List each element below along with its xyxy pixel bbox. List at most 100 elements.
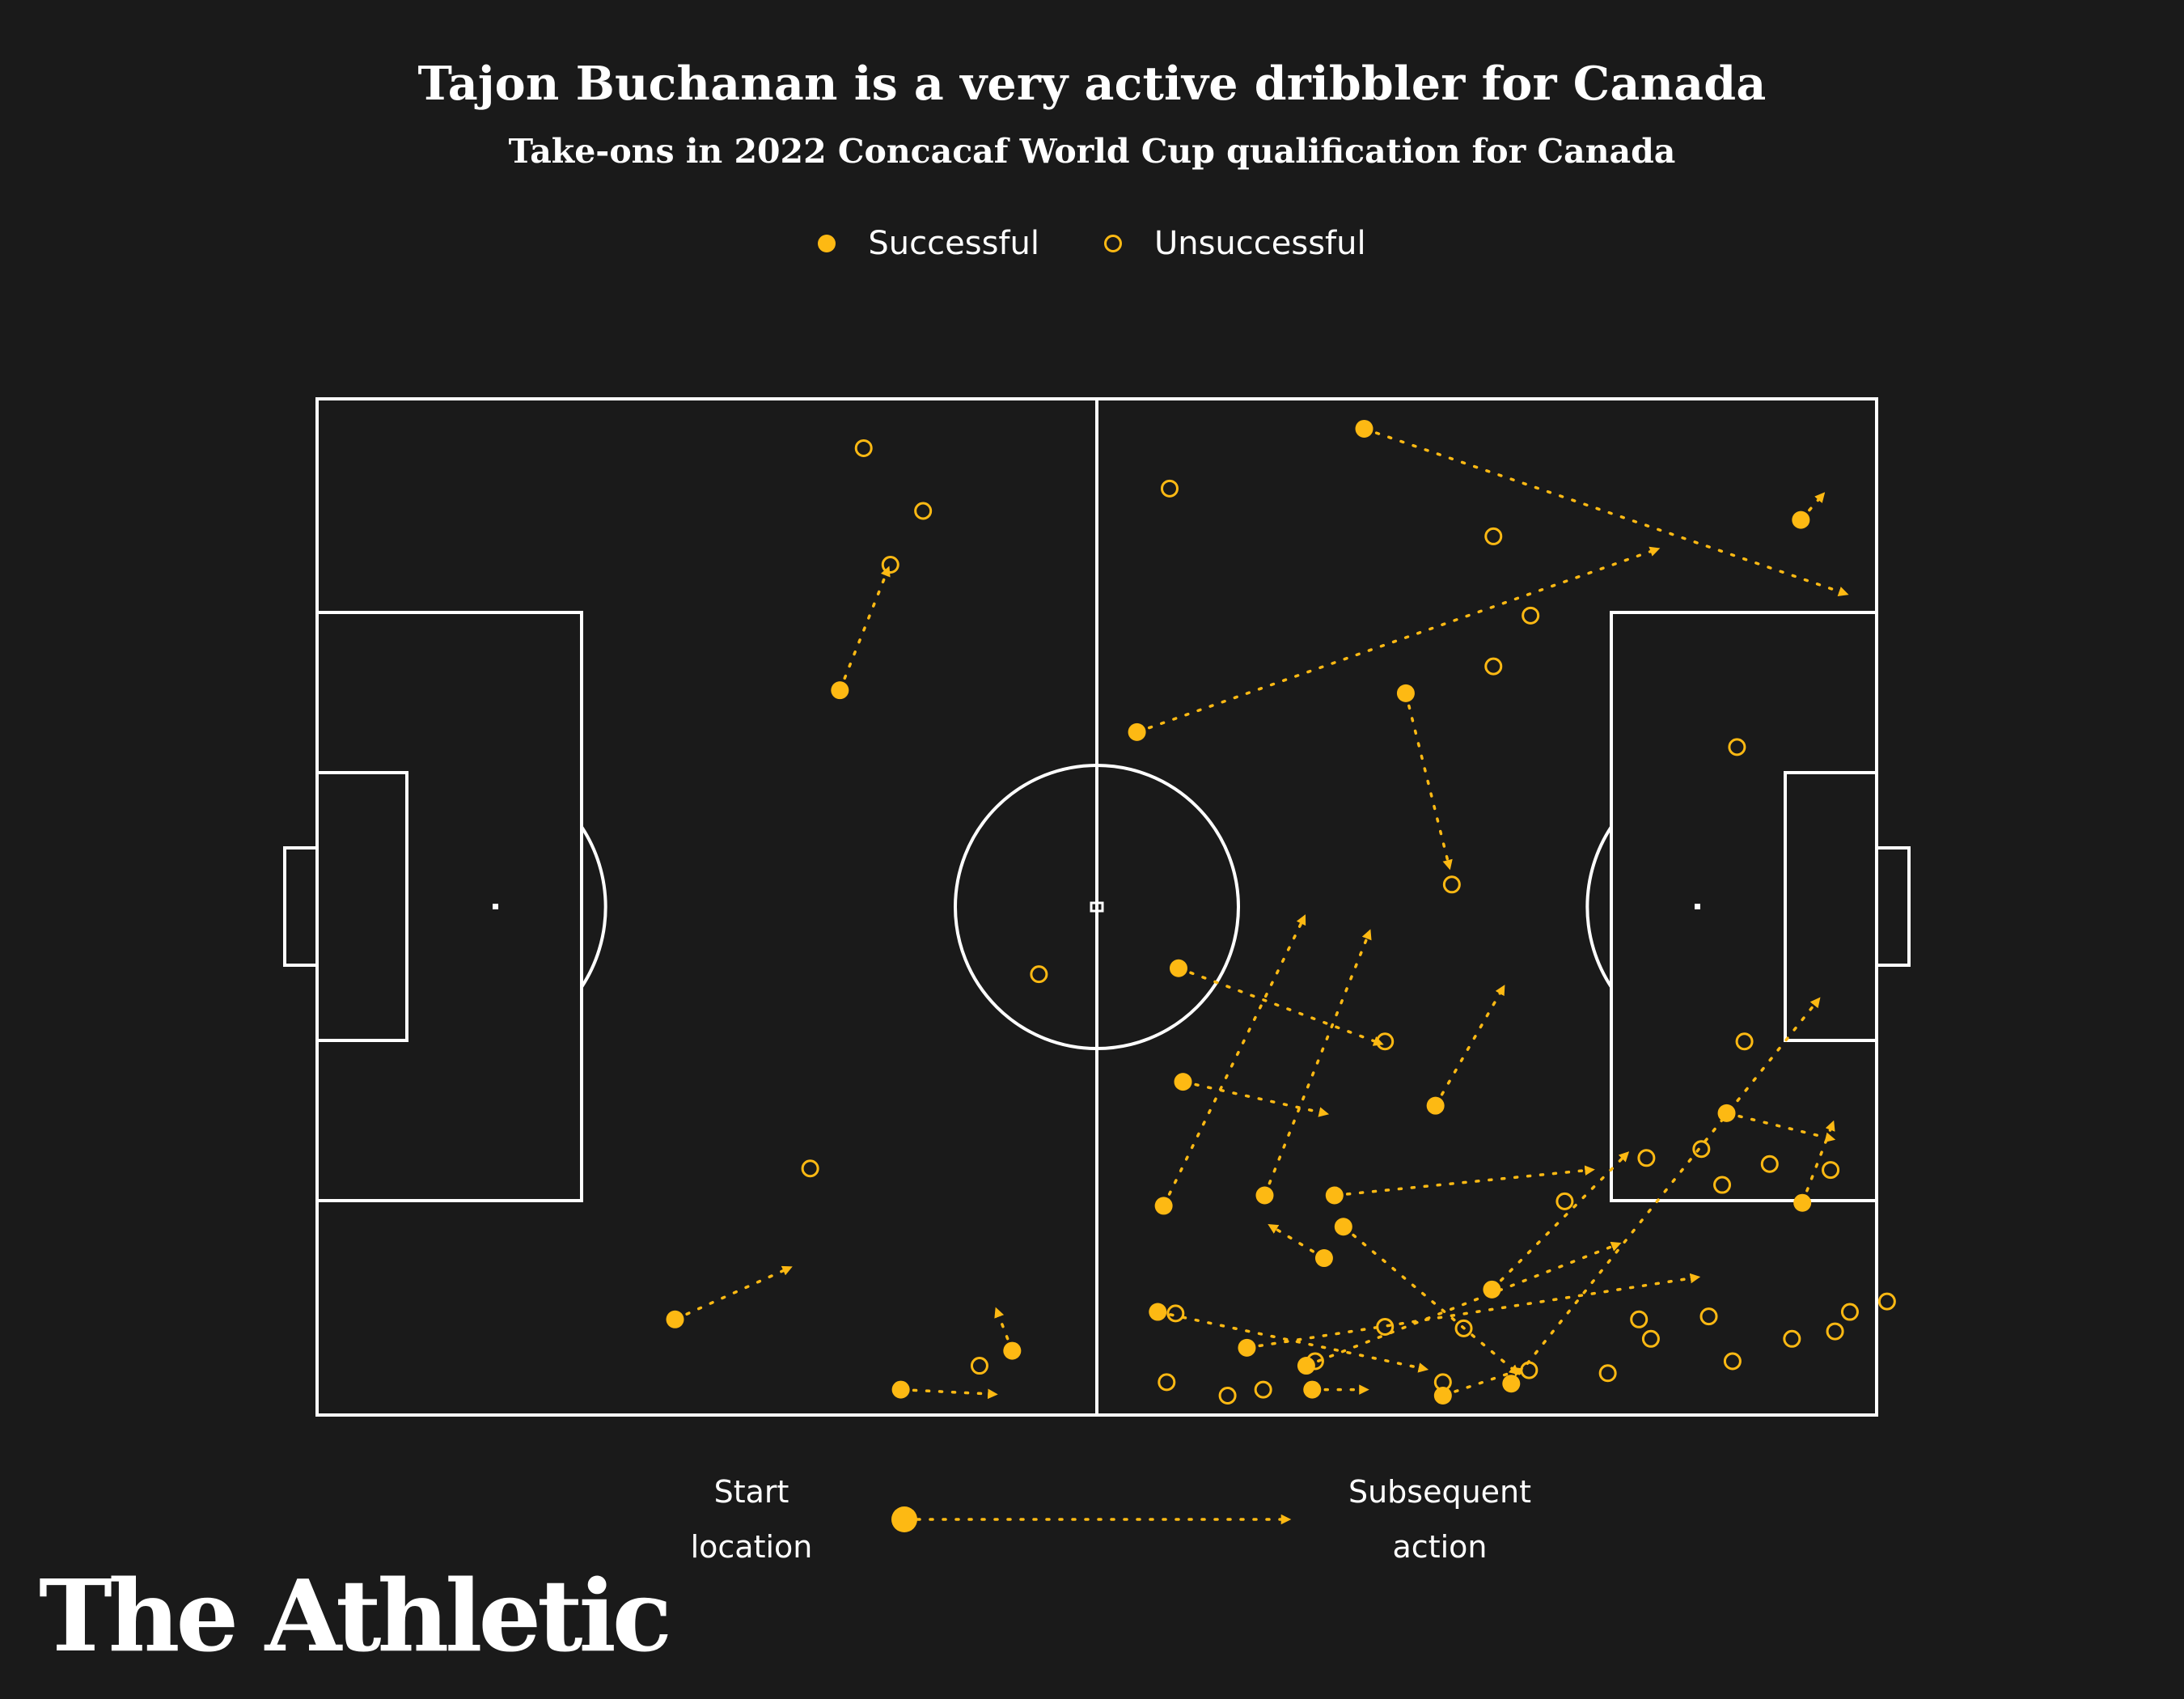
right-penalty-arc: [1585, 825, 1613, 989]
unsuccessful-take-on-point: [854, 439, 873, 457]
successful-take-on-point: [891, 1380, 910, 1399]
successful-take-on-point: [1502, 1375, 1521, 1393]
subsequent-action-arrow: [1441, 1366, 1524, 1397]
successful-take-on-point: [1174, 1073, 1192, 1091]
subsequent-action-arrow: [838, 566, 891, 692]
filled-circle-icon: [818, 235, 836, 252]
successful-take-on-point: [666, 1310, 684, 1328]
legend-item-successful: Successful: [818, 225, 1039, 262]
subsequent-action-arrow: [1801, 1120, 1835, 1205]
unsuccessful-take-on-point: [1376, 1318, 1395, 1337]
take-on-arrows: [673, 427, 1849, 1400]
unsuccessful-take-on-point: [1454, 1319, 1473, 1337]
subsequent-action-arrow: [673, 1265, 793, 1321]
subsequent-action-arrow: [1268, 1224, 1326, 1260]
subsequent-action-arrow: [899, 1388, 998, 1400]
unsuccessful-take-on-point: [1641, 1329, 1660, 1348]
successful-take-on-point: [1426, 1096, 1445, 1115]
unsuccessful-take-on-point: [1484, 657, 1503, 676]
unsuccessful-take-on-point: [1723, 1352, 1742, 1371]
subsequent-action-arrow: [1263, 929, 1372, 1197]
successful-take-on-point: [1483, 1280, 1501, 1299]
subsequent-action-arrow: [1799, 492, 1826, 522]
unsuccessful-take-on-point: [1728, 738, 1746, 756]
successful-take-on-point: [1169, 959, 1187, 977]
unsuccessful-take-on-point: [1692, 1140, 1711, 1159]
unsuccessful-take-on-point: [1254, 1380, 1272, 1399]
take-on-points: [666, 419, 1896, 1405]
unsuccessful-take-on-point: [1522, 606, 1540, 625]
subsequent-action-arrow: [1404, 692, 1453, 871]
key-end-label: Subsequent action: [1348, 1474, 1532, 1565]
right-goal: [1875, 846, 1911, 967]
key-example: [891, 1506, 1292, 1532]
successful-take-on-point: [1334, 1218, 1352, 1236]
subsequent-action-arrow: [1177, 966, 1384, 1046]
unsuccessful-take-on-point: [1840, 1303, 1859, 1321]
subsequent-action-arrow: [1509, 997, 1821, 1385]
subsequent-action-arrow: [1162, 914, 1306, 1208]
successful-take-on-point: [1149, 1303, 1167, 1321]
left-six-yard-box: [315, 771, 408, 1042]
successful-take-on-point: [1314, 1249, 1333, 1268]
legend-label-unsuccessful: Unsuccessful: [1153, 225, 1366, 262]
left-penalty-area: [315, 611, 583, 1202]
unsuccessful-take-on-point: [1713, 1176, 1732, 1194]
chart-subtitle: Take-ons in 2022 Concacaf World Cup qual…: [508, 132, 1676, 171]
unsuccessful-take-on-point: [1030, 965, 1048, 984]
unsuccessful-take-on-point: [1598, 1364, 1617, 1383]
subsequent-action-arrow: [1342, 1225, 1520, 1375]
unsuccessful-take-on-point: [881, 556, 899, 574]
subsequent-action-arrow: [1135, 546, 1661, 734]
right-six-yard-box: [1784, 771, 1878, 1042]
successful-take-on-point: [1717, 1104, 1736, 1122]
unsuccessful-take-on-point: [1376, 1032, 1395, 1051]
pitch-markings: [283, 397, 1911, 1417]
successful-take-on-point: [1255, 1186, 1274, 1205]
legend-label-successful: Successful: [868, 225, 1039, 262]
unsuccessful-take-on-point: [1630, 1310, 1649, 1328]
unsuccessful-take-on-point: [1166, 1304, 1185, 1323]
successful-take-on-point: [1433, 1386, 1452, 1405]
successful-take-on-point: [1303, 1380, 1322, 1399]
unsuccessful-take-on-point: [1783, 1329, 1801, 1348]
successful-take-on-point: [1792, 511, 1810, 529]
unsuccessful-take-on-point: [1484, 527, 1503, 545]
unsuccessful-take-on-point: [914, 502, 933, 520]
successful-take-on-point: [1128, 722, 1146, 741]
unsuccessful-take-on-point: [1442, 875, 1461, 894]
subsequent-action-arrow: [1333, 1165, 1595, 1197]
subsequent-action-arrow: [1433, 985, 1505, 1108]
chart-title: Tajon Buchanan is a very active dribbler…: [417, 57, 1767, 111]
successful-take-on-point: [1396, 684, 1415, 702]
key-start-dot: [891, 1506, 917, 1532]
unsuccessful-take-on-point: [1520, 1361, 1539, 1379]
centre-spot: [1090, 901, 1104, 913]
right-penalty-spot: [1695, 904, 1700, 909]
left-penalty-spot: [493, 904, 498, 909]
legend-item-unsuccessful: Unsuccessful: [1103, 225, 1366, 262]
subsequent-action-arrow: [1490, 1151, 1630, 1291]
successful-take-on-point: [1154, 1197, 1173, 1215]
unsuccessful-take-on-point: [801, 1159, 819, 1178]
unsuccessful-take-on-point: [1555, 1192, 1574, 1210]
legend: Successful Unsuccessful: [0, 225, 2184, 262]
left-penalty-arc: [580, 825, 607, 989]
successful-take-on-point: [1297, 1357, 1315, 1375]
unsuccessful-take-on-point: [1699, 1307, 1718, 1326]
successful-take-on-point: [1238, 1338, 1256, 1357]
successful-take-on-point: [1355, 419, 1373, 438]
hollow-circle-icon: [1103, 235, 1122, 252]
unsuccessful-take-on-point: [1826, 1322, 1844, 1341]
unsuccessful-take-on-point: [1760, 1155, 1779, 1173]
subsequent-action-arrow: [1245, 1273, 1701, 1349]
successful-take-on-point: [1793, 1193, 1812, 1212]
successful-take-on-point: [831, 681, 849, 700]
unsuccessful-take-on-point: [1822, 1161, 1840, 1180]
successful-take-on-point: [1003, 1341, 1022, 1360]
unsuccessful-take-on-point: [1637, 1149, 1656, 1167]
successful-take-on-point: [1325, 1186, 1344, 1205]
subsequent-action-arrow: [1305, 1241, 1622, 1367]
subsequent-action-arrow: [1725, 1112, 1836, 1142]
